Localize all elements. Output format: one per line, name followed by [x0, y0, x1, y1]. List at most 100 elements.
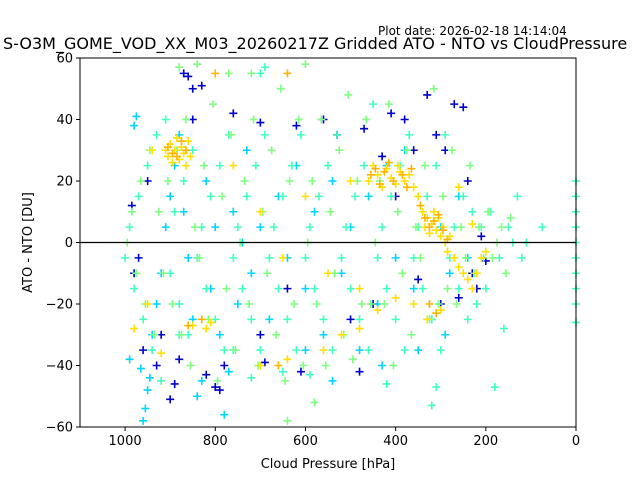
data-point-cyan — [141, 404, 150, 413]
data-point-aquamarine — [292, 346, 301, 355]
data-point-blue — [454, 293, 463, 302]
data-point-green — [321, 361, 330, 370]
data-point-aquamarine — [260, 130, 269, 139]
data-point-orange — [429, 216, 438, 225]
data-point-yellow — [418, 207, 427, 216]
data-point-blue — [360, 124, 369, 133]
data-point-blue — [143, 177, 152, 185]
data-point-blue — [378, 152, 387, 161]
data-point-green — [310, 398, 319, 407]
data-point-yellow — [436, 232, 445, 241]
data-point-aquamarine — [269, 223, 278, 232]
data-point-green — [502, 269, 511, 278]
data-point-yellow — [181, 161, 190, 170]
data-point-green — [290, 300, 299, 308]
data-point-blue — [463, 177, 472, 185]
data-point-green — [335, 146, 344, 155]
data-point-green — [411, 223, 420, 232]
data-point-yellow — [468, 284, 477, 293]
data-point-green — [200, 161, 208, 170]
data-point-aquamarine — [256, 69, 265, 78]
data-point-aquamarine — [148, 346, 157, 355]
data-point-cyan — [211, 223, 220, 232]
data-point-yellow — [393, 161, 402, 170]
data-point-green — [249, 115, 258, 124]
data-point-aquamarine — [152, 130, 161, 139]
data-point-yellow — [278, 253, 287, 262]
data-point-green — [348, 355, 357, 364]
data-point-aquamarine — [251, 161, 260, 170]
data-point-blue — [432, 130, 441, 139]
data-point-blue — [450, 100, 459, 109]
data-point-orange — [366, 170, 375, 179]
data-point-cyan — [202, 177, 211, 185]
data-point-blue — [229, 109, 238, 118]
x-tick-label: 400 — [383, 434, 408, 449]
data-point-aquamarine — [314, 192, 323, 201]
data-point-cyan — [301, 284, 310, 293]
data-point-aquamarine — [504, 223, 513, 232]
data-point-green — [384, 100, 393, 109]
data-point-cyan — [301, 346, 310, 355]
data-point-cyan — [233, 300, 242, 308]
data-point-blue — [220, 361, 229, 370]
data-point-aquamarine — [468, 207, 477, 216]
data-point-aquamarine — [319, 315, 328, 324]
data-point-green — [393, 207, 402, 216]
data-point-blue — [296, 367, 305, 376]
data-point-green — [150, 330, 159, 339]
data-point-aquamarine — [472, 300, 481, 308]
data-point-green — [357, 300, 366, 308]
data-point-green — [448, 146, 456, 155]
data-point-green — [193, 60, 202, 69]
data-point-cyan — [310, 207, 319, 216]
data-point-aquamarine — [188, 146, 197, 155]
data-point-aquamarine — [238, 284, 247, 293]
data-point-green — [168, 300, 177, 308]
data-point-cyan — [139, 416, 148, 425]
data-point-cyan — [224, 367, 233, 376]
data-point-green — [407, 330, 416, 339]
data-point-yellow — [301, 192, 310, 201]
data-point-yellow — [337, 330, 346, 339]
data-point-yellow — [355, 324, 364, 333]
data-point-yellow — [400, 177, 409, 185]
data-point-orange — [177, 137, 186, 146]
data-point-aquamarine — [382, 379, 391, 388]
x-tick-label: 0 — [572, 434, 580, 449]
data-point-orange — [168, 149, 177, 158]
data-point-blue — [292, 121, 301, 130]
x-tick-label: 1000 — [109, 434, 142, 449]
data-point-aquamarine — [242, 192, 251, 201]
data-point-aquamarine — [229, 253, 238, 262]
data-point-yellow — [206, 318, 215, 327]
data-point-orange — [371, 164, 380, 173]
data-point-green — [317, 115, 326, 124]
data-point-yellow — [450, 253, 459, 262]
data-point-yellow — [436, 306, 445, 315]
data-point-aquamarine — [260, 63, 269, 72]
data-point-aquamarine — [166, 269, 175, 278]
data-point-green — [366, 300, 375, 308]
data-point-yellow — [468, 220, 477, 229]
data-point-orange — [274, 361, 283, 370]
data-point-cyan — [391, 253, 400, 262]
data-point-green — [213, 376, 222, 385]
data-point-green — [389, 361, 398, 370]
data-point-cyan — [152, 300, 161, 308]
data-point-blue — [188, 84, 197, 93]
data-point-cyan — [125, 355, 134, 364]
data-point-cyan — [145, 373, 154, 382]
data-point-green — [132, 269, 141, 278]
data-point-green — [380, 300, 389, 308]
data-point-yellow — [373, 306, 382, 315]
data-point-yellow — [157, 349, 166, 358]
x-axis-label: Cloud Pressure [hPa] — [261, 457, 396, 472]
data-point-yellow — [432, 226, 441, 235]
data-point-aquamarine — [409, 253, 418, 262]
data-point-green — [272, 330, 281, 339]
data-point-aquamarine — [369, 100, 378, 109]
data-point-blue — [175, 355, 184, 364]
data-point-blue — [166, 395, 175, 404]
data-point-green — [362, 115, 371, 124]
